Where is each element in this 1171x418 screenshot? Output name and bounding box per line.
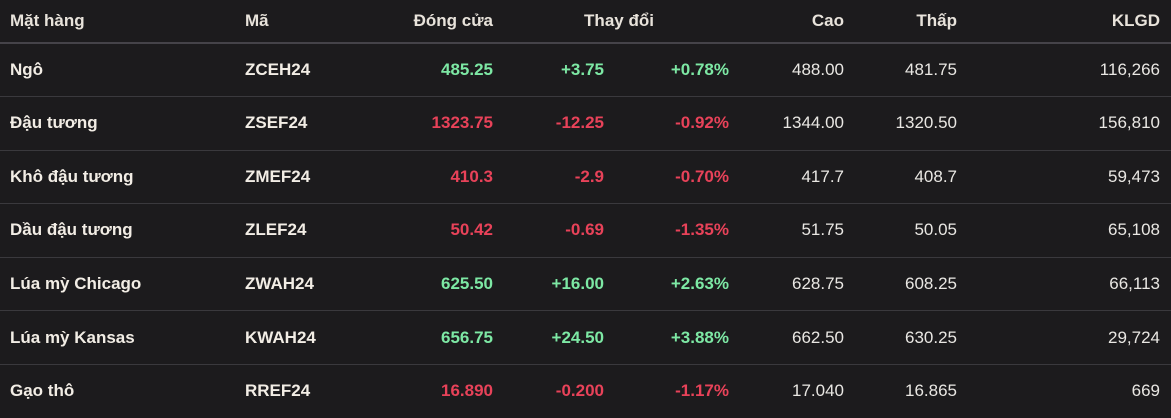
column-header-change: Thay đổi bbox=[501, 0, 737, 44]
change-value-cell: -2.9 bbox=[501, 149, 612, 204]
high-price-cell: 1344.00 bbox=[737, 96, 852, 151]
low-price-cell: 1320.50 bbox=[852, 96, 965, 151]
high-price-cell: 662.50 bbox=[737, 310, 852, 365]
table-row[interactable]: Gạo thô RREF24 16.890 -0.200 -1.17% 17.0… bbox=[0, 363, 1171, 418]
commodity-name-cell: Lúa mỳ Chicago bbox=[0, 256, 237, 311]
table-row[interactable]: Dầu đậu tương ZLEF24 50.42 -0.69 -1.35% … bbox=[0, 203, 1171, 258]
low-price-cell: 630.25 bbox=[852, 310, 965, 365]
close-price-cell: 656.75 bbox=[330, 310, 501, 365]
contract-code-cell: ZLEF24 bbox=[237, 203, 330, 258]
change-percent-cell: +0.78% bbox=[670, 60, 729, 80]
volume-cell: 29,724 bbox=[965, 310, 1171, 365]
volume-cell: 59,473 bbox=[965, 149, 1171, 204]
table-row[interactable]: Lúa mỳ Chicago ZWAH24 625.50 +16.00 +2.6… bbox=[0, 256, 1171, 311]
column-header-commodity: Mặt hàng bbox=[0, 0, 237, 44]
change-percent-cell: -0.92% bbox=[612, 96, 737, 151]
close-price-cell: 16.890 bbox=[330, 363, 501, 418]
high-price-cell: 417.7 bbox=[737, 149, 852, 204]
commodity-name-cell: Đậu tương bbox=[0, 96, 237, 151]
commodity-name-cell: Gạo thô bbox=[0, 363, 237, 418]
commodity-name-cell: Lúa mỳ Kansas bbox=[0, 310, 237, 365]
high-price-cell: 488.00 bbox=[792, 60, 844, 80]
volume-cell: 66,113 bbox=[965, 256, 1171, 311]
change-percent-cell: -1.17% bbox=[612, 363, 737, 418]
close-price-cell: 485.25 bbox=[441, 60, 493, 80]
change-value-cell: +16.00 bbox=[501, 256, 612, 311]
high-price-cell: 51.75 bbox=[737, 203, 852, 258]
close-price-cell: 625.50 bbox=[330, 256, 501, 311]
table-row[interactable]: Khô đậu tương ZMEF24 410.3 -2.9 -0.70% 4… bbox=[0, 149, 1171, 204]
high-price-cell: 628.75 bbox=[737, 256, 852, 311]
header-row: Mặt hàng Mã Đóng cửa Thay đổi Cao Thấp K… bbox=[0, 0, 1171, 44]
change-value-cell: -0.200 bbox=[501, 363, 612, 418]
column-header-close: Đóng cửa bbox=[330, 0, 501, 44]
table-row[interactable]: Lúa mỳ Kansas KWAH24 656.75 +24.50 +3.88… bbox=[0, 310, 1171, 365]
contract-code-cell: ZCEH24 bbox=[245, 60, 311, 80]
table-body: Ngô ZCEH24 485.25 +3.75 +0.78% 488.00 48… bbox=[0, 43, 1171, 418]
low-price-cell: 408.7 bbox=[852, 149, 965, 204]
low-price-cell: 50.05 bbox=[852, 203, 965, 258]
change-value-cell: +24.50 bbox=[501, 310, 612, 365]
low-price-cell: 16.865 bbox=[852, 363, 965, 418]
close-price-cell: 1323.75 bbox=[330, 96, 501, 151]
change-value-cell: +3.75 bbox=[560, 60, 604, 80]
column-header-volume: KLGD bbox=[965, 0, 1171, 44]
table-row[interactable]: Ngô ZCEH24 485.25 +3.75 +0.78% 488.00 48… bbox=[0, 43, 1171, 97]
close-price-cell: 410.3 bbox=[330, 149, 501, 204]
column-header-high: Cao bbox=[737, 0, 852, 44]
change-value-cell: -0.69 bbox=[501, 203, 612, 258]
table-row[interactable]: Đậu tương ZSEF24 1323.75 -12.25 -0.92% 1… bbox=[0, 96, 1171, 151]
volume-cell: 65,108 bbox=[965, 203, 1171, 258]
commodity-name-cell: Ngô bbox=[10, 60, 44, 80]
contract-code-cell: ZWAH24 bbox=[237, 256, 330, 311]
contract-code-cell: KWAH24 bbox=[237, 310, 330, 365]
column-header-code: Mã bbox=[237, 0, 330, 44]
commodity-name-cell: Khô đậu tương bbox=[0, 149, 237, 204]
contract-code-cell: RREF24 bbox=[237, 363, 330, 418]
low-price-cell: 608.25 bbox=[852, 256, 965, 311]
change-percent-cell: -1.35% bbox=[612, 203, 737, 258]
change-percent-cell: +3.88% bbox=[612, 310, 737, 365]
column-header-low: Thấp bbox=[852, 0, 965, 44]
volume-cell: 156,810 bbox=[965, 96, 1171, 151]
change-percent-cell: -0.70% bbox=[612, 149, 737, 204]
contract-code-cell: ZMEF24 bbox=[237, 149, 330, 204]
close-price-cell: 50.42 bbox=[330, 203, 501, 258]
change-value-cell: -12.25 bbox=[501, 96, 612, 151]
table-header: Mặt hàng Mã Đóng cửa Thay đổi Cao Thấp K… bbox=[0, 0, 1171, 44]
volume-cell: 669 bbox=[965, 363, 1171, 418]
volume-cell: 116,266 bbox=[1099, 60, 1160, 80]
change-percent-cell: +2.63% bbox=[612, 256, 737, 311]
high-price-cell: 17.040 bbox=[737, 363, 852, 418]
commodity-name-cell: Dầu đậu tương bbox=[0, 203, 237, 258]
contract-code-cell: ZSEF24 bbox=[237, 96, 330, 151]
low-price-cell: 481.75 bbox=[905, 60, 957, 80]
